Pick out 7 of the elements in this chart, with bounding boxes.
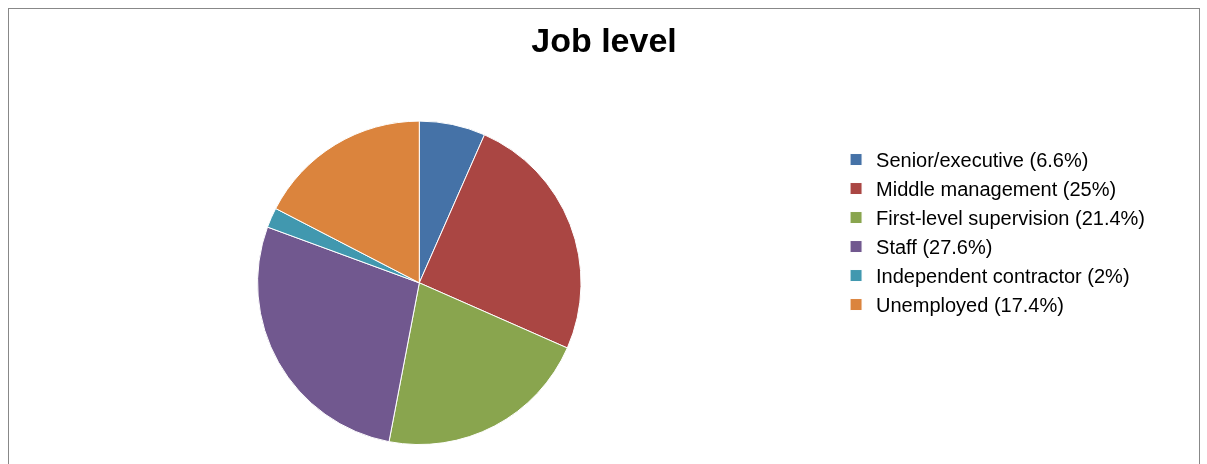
legend-label: Unemployed (17.4%) [876, 294, 1064, 317]
legend-label: Independent contractor (2%) [876, 265, 1130, 288]
legend-label: Senior/executive (6.6%) [876, 149, 1089, 172]
chart-title: Job level [531, 20, 677, 59]
legend-label: First-level supervision (21.4%) [876, 207, 1146, 230]
legend-label: Middle management (25%) [876, 178, 1117, 201]
legend-label: Staff (27.6%) [876, 236, 993, 259]
